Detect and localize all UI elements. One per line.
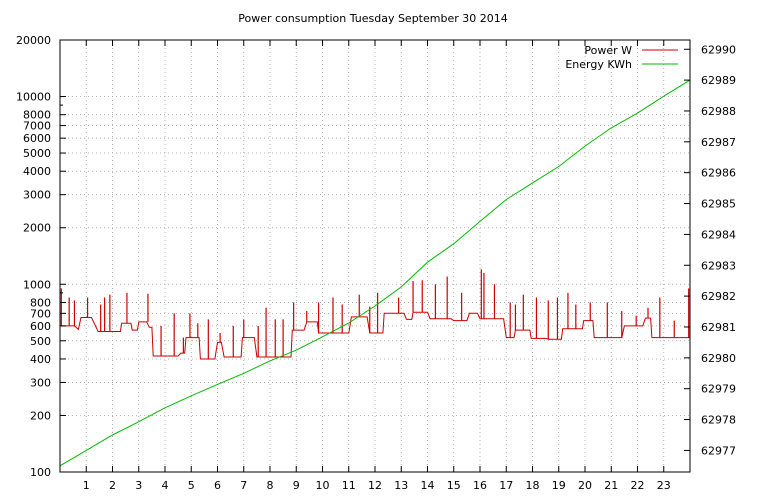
y-left-tick-label: 2000 [23,222,51,235]
y-left-tick-label: 1000 [23,278,51,291]
y-right-tick-label: 62983 [701,259,736,272]
grid-layer [60,40,690,472]
y-left-tick-label: 300 [30,376,51,389]
y-left-tick-label: 200 [30,409,51,422]
x-tick-label: 21 [604,479,618,492]
x-tick-label: 4 [162,479,169,492]
x-tick-label: 6 [214,479,221,492]
y-left-tick-label: 5000 [23,147,51,160]
x-tick-label: 8 [267,479,274,492]
y-right-tick-label: 62984 [701,228,736,241]
y-left-tick-label: 4000 [23,165,51,178]
x-tick-label: 18 [526,479,540,492]
x-tick-label: 14 [421,479,435,492]
x-tick-label: 2 [109,479,116,492]
x-tick-label: 11 [342,479,356,492]
y-left-tick-label: 20000 [16,34,51,47]
y-left-tick-label: 3000 [23,189,51,202]
x-tick-label: 20 [578,479,592,492]
y-right-tick-label: 62990 [701,43,736,56]
y-left-tick-label: 800 [30,296,51,309]
x-tick-label: 9 [293,479,300,492]
x-tick-label: 15 [447,479,461,492]
y-left-tick-label: 100 [30,466,51,479]
x-tick-label: 23 [657,479,671,492]
x-tick-label: 19 [552,479,566,492]
y-left-tick-label: 400 [30,353,51,366]
y-left-tick-label: 700 [30,307,51,320]
x-tick-label: 22 [631,479,645,492]
x-tick-label: 12 [368,479,382,492]
y-right-tick-label: 62978 [701,414,736,427]
y-left-tick-label: 600 [30,320,51,333]
power-series-line [60,311,690,360]
y-right-tick-label: 62989 [701,74,736,87]
x-tick-label: 16 [473,479,487,492]
legend-label-energy: Energy KWh [565,58,632,71]
x-tick-label: 17 [499,479,513,492]
y-right-tick-label: 62981 [701,321,736,334]
x-tick-label: 5 [188,479,195,492]
y-left-tick-label: 500 [30,335,51,348]
y-right-tick-label: 62979 [701,383,736,396]
y-right-tick-label: 62982 [701,290,736,303]
y-left-tick-label: 8000 [23,109,51,122]
y-left-tick-label: 7000 [23,120,51,133]
y-left-tick-label: 10000 [16,91,51,104]
energy-series-line [59,79,691,467]
y-right-tick-label: 62977 [701,444,736,457]
legend: Power W Energy KWh [565,44,678,71]
x-tick-label: 10 [316,479,330,492]
y-right-tick-label: 62988 [701,105,736,118]
x-tick-label: 3 [135,479,142,492]
y-left-tick-label: 6000 [23,132,51,145]
x-tick-label: 7 [240,479,247,492]
x-tick-label: 13 [394,479,408,492]
ticks-layer: 1 2 3 4 5 6 7 8 9 10 11 12 13 14 15 16 17 18 19 20 21 22 23100… [16,34,736,492]
y-right-tick-label: 62980 [701,352,736,365]
legend-label-power: Power W [584,44,632,57]
y-right-tick-label: 62985 [701,198,736,211]
y-right-tick-label: 62986 [701,167,736,180]
chart-title: Power consumption Tuesday September 30 2… [238,12,508,25]
x-tick-label: 1 [83,479,90,492]
series-layer [59,79,691,467]
y-right-tick-label: 62987 [701,136,736,149]
